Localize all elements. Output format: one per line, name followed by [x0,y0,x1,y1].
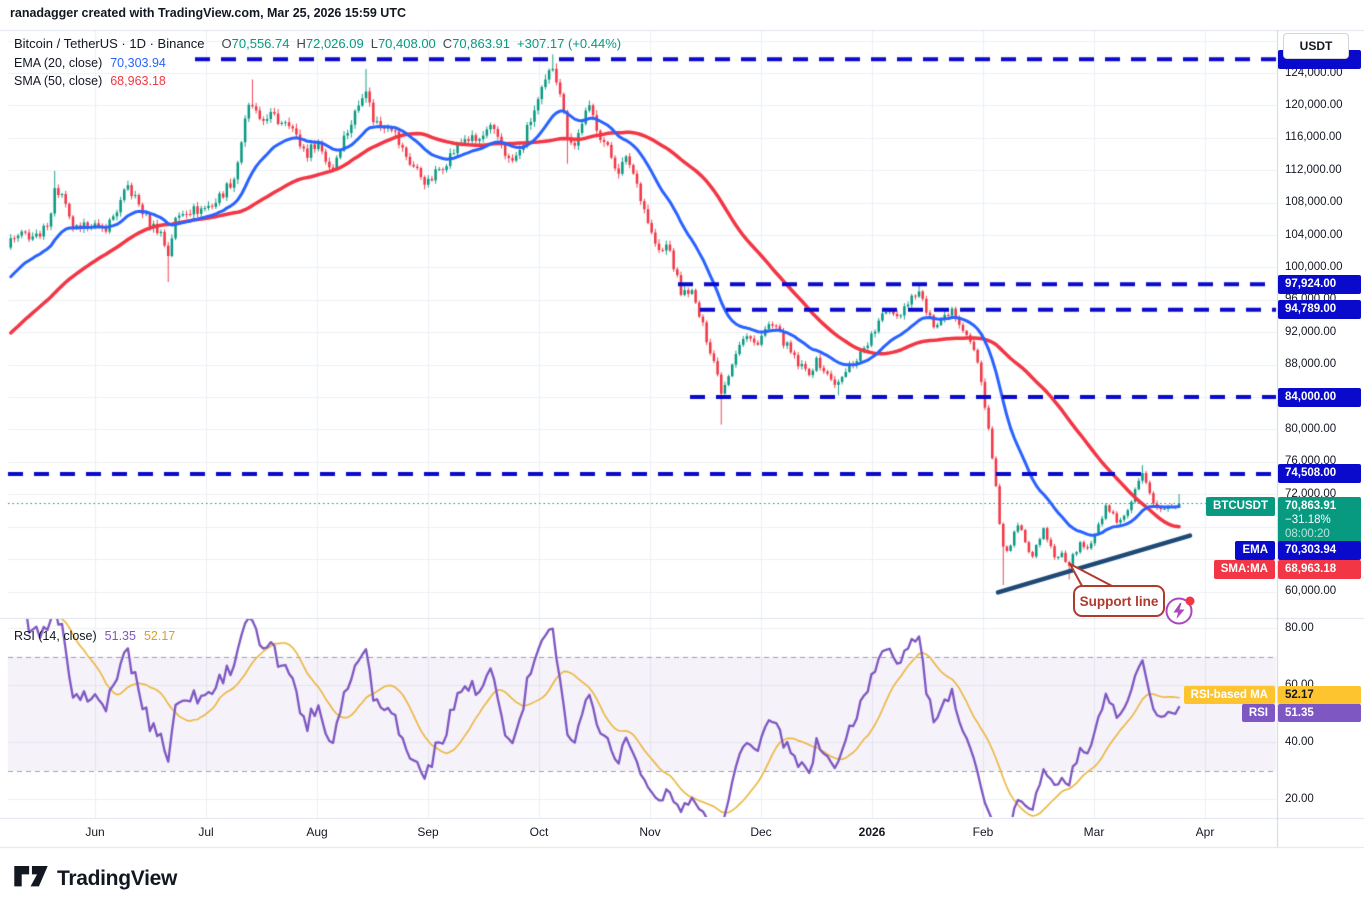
time-axis-month-label: Sep [417,825,439,839]
support-line-callout[interactable]: Support line [1073,585,1165,617]
close-label: C [442,36,453,51]
ema-legend-value: 70,303.94 [110,56,166,70]
close-value: 70,863.91 [452,36,511,51]
low-value: 70,408.00 [377,36,436,51]
rsi-legend-value: 51.35 [104,629,136,643]
time-axis-month-label: Feb [972,825,994,839]
price-tick-label: 108,000.00 [1285,196,1343,209]
flash-ideas-icon[interactable] [1163,593,1197,627]
tradingview-logo[interactable]: TradingView [14,866,177,892]
price-level-badge: 94,789.00 [1278,300,1361,320]
rsi-line-label: RSI [1241,704,1275,722]
ema-legend[interactable]: EMA (20, close) 70,303.94 [14,56,166,70]
high-value: 72,026.09 [305,36,364,51]
time-axis-month-label: Mar [1083,825,1105,839]
last-price-badge-countdown: 08:00:20 [1285,528,1330,540]
rsi-tick-label: 40.00 [1285,735,1314,748]
rsi-ma-value-badge: 52.17 [1278,686,1361,704]
price-tick-label: 88,000.00 [1285,358,1337,371]
time-axis[interactable]: Jun Jul Aug Sep Oct Nov Dec 2026 Feb Mar Apr [0,818,1364,847]
price-tick-label: 92,000.00 [1285,325,1337,338]
rsi-tick-label: 20.00 [1285,792,1314,805]
ema-value-badge: 70,303.94 [1278,541,1361,560]
sma-legend[interactable]: SMA (50, close) 68,963.18 [14,74,166,88]
price-level-badge: 74,508.00 [1278,464,1361,484]
ema-line-label: EMA [1235,541,1275,560]
rsi-ma-legend-value: 52.17 [143,629,176,643]
sma-legend-name: SMA (50, close) [14,74,103,88]
sma-value-badge: 68,963.18 [1278,560,1361,579]
time-axis-month-label: Nov [639,825,661,839]
attribution-text: ranadagger created with TradingView.com,… [10,6,406,20]
tradingview-logo-mark [14,866,48,887]
rsi-value-badge: 51.35 [1278,704,1361,722]
last-price-badge: 70,863.91 −31.18% 08:00:20 [1278,497,1361,544]
price-tick-label: 116,000.00 [1285,131,1342,144]
last-price-badge-price: 70,863.91 [1285,500,1337,512]
price-tick-label: 76,000.00 [1285,455,1337,468]
open-label: O [221,36,232,51]
symbol-title: Bitcoin / TetherUS · 1D · Binance [14,36,205,51]
price-tick-label: 72,000.00 [1285,487,1337,500]
price-tick-label: 112,000.00 [1285,163,1342,176]
last-price-badge-change_pct: −31.18% [1285,514,1331,526]
low-label: L [370,36,378,51]
time-axis-month-label: Jun [85,825,105,839]
currency-toggle-button[interactable]: USDT [1283,33,1349,59]
price-level-badge: 84,000.00 [1278,387,1361,407]
price-tick-label: 60,000.00 [1285,585,1337,597]
time-axis-month-label: Jul [198,825,214,839]
tradingview-logo-text: TradingView [57,867,178,890]
ema-legend-name: EMA (20, close) [14,56,103,70]
time-axis-month-label: Apr [1195,825,1215,839]
sma-legend-value: 68,963.18 [110,74,166,88]
time-axis-month-label: Oct [529,825,549,839]
price-axis[interactable]: USDT 124,000.00 120,000.00 116,000.00 112,0… [1277,30,1364,848]
rsi-ma-line-label: RSI-based MA [1183,686,1275,704]
symbol-price-label: BTCUSDT [1206,497,1275,516]
open-value: 70,556.74 [231,36,290,51]
rsi-legend[interactable]: RSI (14, close) 51.35 52.17 [14,629,175,643]
change-value: +307.17 (+0.44%) [517,36,622,51]
price-tick-label: 104,000.00 [1285,228,1343,241]
rsi-legend-name: RSI (14, close) [14,629,97,643]
time-axis-month-label: Aug [306,825,328,839]
price-tick-label: 100,000.00 [1285,260,1343,273]
high-label: H [296,36,306,51]
time-axis-month-label: 2026 [858,825,886,839]
symbol-legend[interactable]: Bitcoin / TetherUS · 1D · Binance O70,556… [14,36,621,51]
price-level-badge: 97,924.00 [1278,274,1361,294]
price-tick-label: 124,000.00 [1285,66,1343,79]
sma-line-label: SMA:MA [1213,560,1275,579]
time-axis-month-label: Dec [750,825,772,839]
rsi-tick-label: 80.00 [1285,621,1314,634]
price-tick-label: 120,000.00 [1285,98,1343,111]
price-tick-label: 80,000.00 [1285,422,1337,435]
